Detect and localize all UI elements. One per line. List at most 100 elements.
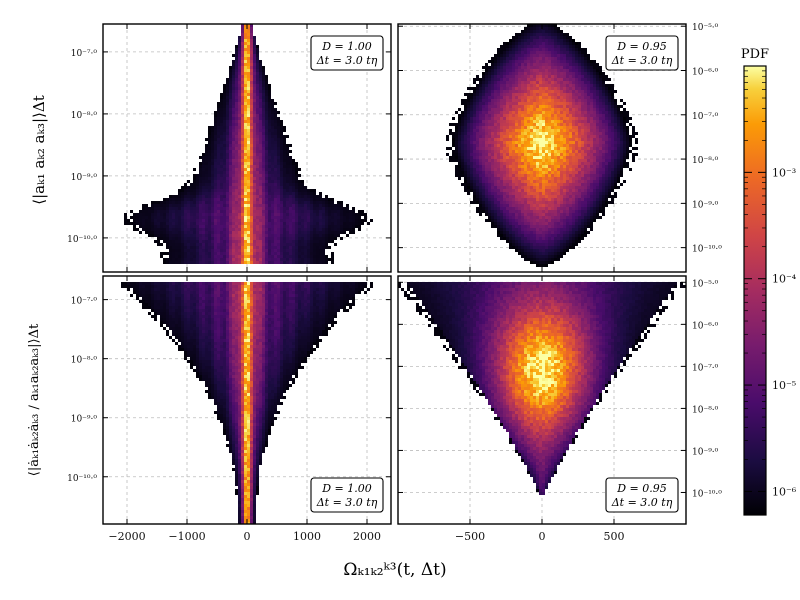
heatmap-cell (452, 135, 455, 138)
heatmap-cell (539, 33, 542, 36)
heatmap-cell (482, 123, 485, 126)
heatmap-cell (241, 150, 244, 153)
heatmap-cell (238, 159, 241, 162)
heatmap-cell (620, 168, 623, 171)
heatmap-cell (316, 222, 319, 225)
heatmap-cell (292, 177, 295, 180)
heatmap-cell (578, 60, 581, 63)
heatmap-cell (575, 99, 578, 102)
heatmap-cell (169, 213, 172, 216)
heatmap-cell (280, 249, 283, 252)
heatmap-cell (271, 189, 274, 192)
heatmap-cell (539, 135, 542, 138)
heatmap-cell (301, 255, 304, 258)
heatmap-cell (575, 48, 578, 51)
heatmap-cell (247, 147, 250, 150)
heatmap-cell (208, 234, 211, 237)
heatmap-cell (223, 204, 226, 207)
heatmap-cell (623, 123, 626, 126)
heatmap-cell (518, 87, 521, 90)
heatmap-cell (521, 117, 524, 120)
heatmap-cell (626, 135, 629, 138)
heatmap-cell (533, 135, 536, 138)
heatmap-cell (503, 159, 506, 162)
heatmap-cell (256, 222, 259, 225)
heatmap-cell (238, 66, 241, 69)
heatmap-cell (473, 156, 476, 159)
heatmap-cell (226, 78, 229, 81)
heatmap-cell (268, 240, 271, 243)
heatmap-cell (268, 207, 271, 210)
heatmap-cell (325, 198, 328, 201)
heatmap-cell (151, 216, 154, 219)
heatmap-cell (560, 138, 563, 141)
heatmap-cell (542, 150, 545, 153)
heatmap-cell (596, 87, 599, 90)
heatmap-cell (247, 210, 250, 213)
heatmap-cell (235, 234, 238, 237)
heatmap-cell (605, 141, 608, 144)
heatmap-cell (259, 75, 262, 78)
heatmap-cell (509, 69, 512, 72)
heatmap-cell (244, 216, 247, 219)
heatmap-cell (340, 201, 343, 204)
heatmap-cell (479, 129, 482, 132)
heatmap-cell (208, 162, 211, 165)
heatmap-cell (521, 90, 524, 93)
heatmap-cell (229, 243, 232, 246)
heatmap-cell (458, 159, 461, 162)
heatmap-cell (548, 39, 551, 42)
heatmap-cell (509, 96, 512, 99)
heatmap-cell (491, 168, 494, 171)
heatmap-cell (527, 87, 530, 90)
heatmap-cell (548, 90, 551, 93)
heatmap-cell (313, 222, 316, 225)
heatmap-cell (506, 66, 509, 69)
heatmap-cell (611, 102, 614, 105)
heatmap-cell (485, 159, 488, 162)
heatmap-cell (548, 45, 551, 48)
heatmap-cell (139, 222, 142, 225)
heatmap-cell (244, 114, 247, 117)
heatmap-cell (476, 168, 479, 171)
heatmap-cell (530, 156, 533, 159)
heatmap-cell (199, 234, 202, 237)
heatmap-cell (307, 195, 310, 198)
heatmap-cell (259, 249, 262, 252)
heatmap-cell (551, 51, 554, 54)
heatmap-cell (346, 219, 349, 222)
heatmap-cell (578, 111, 581, 114)
heatmap-cell (256, 51, 259, 54)
heatmap-cell (623, 132, 626, 135)
heatmap-cell (280, 123, 283, 126)
heatmap-cell (578, 42, 581, 45)
heatmap-cell (494, 150, 497, 153)
heatmap-cell (244, 24, 247, 27)
heatmap-cell (485, 165, 488, 168)
heatmap-cell (253, 240, 256, 243)
heatmap-cell (304, 228, 307, 231)
heatmap-cell (256, 57, 259, 60)
heatmap-cell (569, 45, 572, 48)
heatmap-cell (551, 60, 554, 63)
heatmap-cell (298, 198, 301, 201)
heatmap-cell (560, 168, 563, 171)
heatmap-cell (557, 117, 560, 120)
heatmap-cell (364, 216, 367, 219)
heatmap-cell (286, 183, 289, 186)
heatmap-cell (289, 246, 292, 249)
heatmap-cell (301, 207, 304, 210)
heatmap-cell (551, 132, 554, 135)
heatmap-cell (482, 141, 485, 144)
heatmap-cell (166, 246, 169, 249)
heatmap-cell (268, 153, 271, 156)
heatmap-cell (572, 132, 575, 135)
heatmap-cell (587, 72, 590, 75)
heatmap-cell (536, 156, 539, 159)
heatmap-cell (319, 210, 322, 213)
heatmap-cell (190, 228, 193, 231)
heatmap-cell (244, 99, 247, 102)
heatmap-cell (530, 63, 533, 66)
heatmap-cell (268, 168, 271, 171)
heatmap-cell (530, 147, 533, 150)
